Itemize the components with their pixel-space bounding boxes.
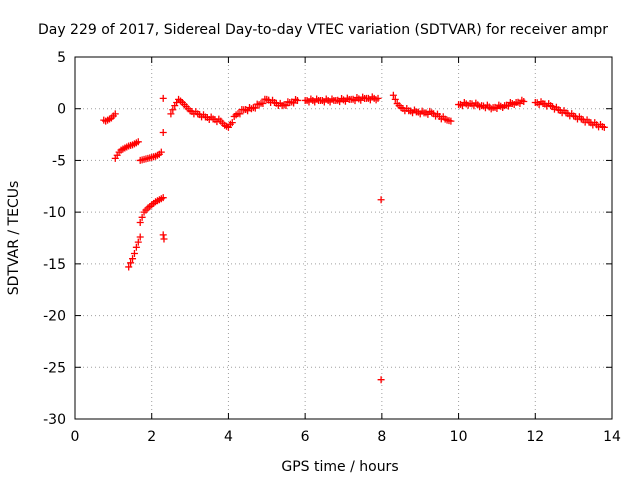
data-point-dense [504, 102, 512, 110]
data-point [159, 231, 167, 239]
y-tick-label: 0 [57, 102, 66, 118]
data-point [447, 117, 455, 125]
x-tick-labels: 0 2 4 6 8 10 12 14 [71, 429, 621, 445]
data-point [157, 148, 165, 156]
series-isolated-2h [159, 94, 168, 243]
x-tick-label: 8 [377, 429, 386, 445]
data-point [129, 255, 137, 263]
data-point [134, 238, 142, 246]
y-tick-labels: -30 -25 -20 -15 -10 -5 0 5 [43, 50, 66, 428]
data-point-dense [228, 119, 236, 127]
data-point [160, 235, 168, 243]
y-tick-label: -20 [43, 309, 66, 325]
x-tick-label: 14 [603, 429, 621, 445]
data-point [159, 194, 167, 202]
data-point [600, 123, 608, 131]
y-tick-label: -25 [43, 360, 66, 376]
data-point [520, 97, 528, 105]
y-tick-label: 5 [57, 50, 66, 66]
series-outliers-8h [377, 196, 385, 384]
data-point [111, 110, 119, 118]
data-point [377, 196, 385, 204]
x-tick-label: 12 [526, 429, 544, 445]
data-point [134, 138, 142, 146]
series-midday [301, 93, 382, 106]
data-point [130, 250, 138, 258]
series-seg-c [136, 148, 165, 164]
data-point-dense [391, 95, 399, 103]
series-afternoon [389, 91, 455, 125]
chart-title: Day 229 of 2017, Sidereal Day-to-day VTE… [38, 22, 608, 38]
data-point [125, 263, 133, 271]
data-point [136, 233, 144, 241]
x-tick-label: 10 [450, 429, 468, 445]
x-tick-label: 0 [71, 429, 80, 445]
data-point-dense [169, 106, 177, 114]
series-morning-arc [167, 95, 301, 131]
data-point-dense [290, 99, 298, 107]
data-point [159, 129, 167, 137]
data-point-dense [251, 104, 259, 112]
y-tick-label: -30 [43, 412, 66, 428]
x-tick-label: 6 [301, 429, 310, 445]
x-tick-label: 4 [224, 429, 233, 445]
data-point [159, 94, 167, 102]
x-tick-label: 2 [147, 429, 156, 445]
tick-layer [74, 56, 613, 420]
data-point [136, 218, 144, 226]
data-point-dense [236, 110, 244, 118]
data-point [377, 376, 385, 384]
data-point [138, 213, 146, 221]
x-axis-label: GPS time / hours [281, 459, 398, 475]
data-point [293, 96, 301, 104]
plot-frame [74, 56, 613, 420]
y-tick-label: -5 [52, 153, 66, 169]
series-seg-a [100, 110, 119, 125]
series-seg-b [111, 138, 142, 162]
data-point-dense [259, 99, 267, 107]
data-point [167, 110, 175, 118]
data-point [132, 243, 140, 251]
data-point [127, 259, 135, 267]
data-point-dense [282, 102, 290, 110]
data-points [100, 91, 608, 384]
series-seg-e [136, 194, 167, 226]
grid-layer [75, 57, 612, 419]
series-evening-b [531, 98, 608, 131]
y-tick-label: -15 [43, 257, 66, 273]
data-point [389, 91, 397, 99]
y-tick-label: -10 [43, 205, 66, 221]
y-axis-label: SDTVAR / TECUs [6, 181, 22, 296]
series-evening-a [455, 96, 528, 113]
series-seg-d [125, 233, 144, 271]
data-point [374, 94, 382, 102]
